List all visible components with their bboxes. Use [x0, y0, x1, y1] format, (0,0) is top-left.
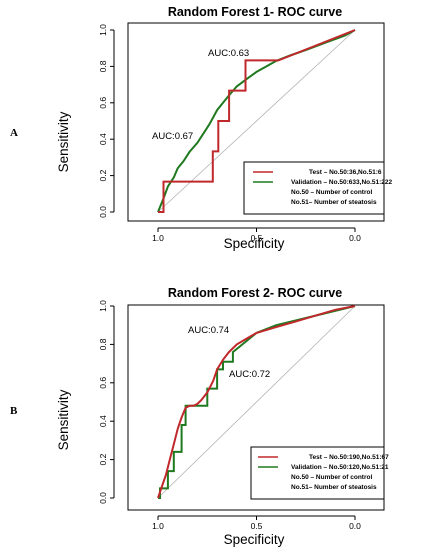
auc-annotation: AUC:0.67	[152, 131, 193, 142]
y-axis: 0.0 0.2 0.4 0.6 0.8 1.0	[98, 300, 115, 504]
y-tick-label: 1.0	[98, 24, 108, 36]
y-axis-label: Sensitivity	[56, 389, 71, 450]
legend-box	[250, 446, 385, 500]
chart-title: Random Forest 1- ROC curve	[168, 5, 342, 19]
x-axis: 1.0 0.5 0.0	[152, 515, 361, 531]
y-tick-label: 0.8	[98, 338, 108, 350]
y-axis: 0.0 0.2 0.4 0.6 0.8 1.0	[98, 24, 115, 218]
legend-note: No.51– Number of steatosis	[291, 484, 377, 491]
series-group	[157, 29, 356, 213]
y-tick-label: 0.6	[98, 377, 108, 389]
y-tick-label: 0.2	[98, 453, 108, 465]
y-tick-label: 0.8	[98, 60, 108, 72]
x-axis: 1.0 0.5 0.0	[152, 227, 361, 243]
legend: Test – No.50:190,No.51:67 Validation – N…	[250, 446, 389, 500]
legend-box	[243, 161, 385, 215]
legend-entry: Validation – No.50:120,No.51:21	[291, 464, 389, 471]
reference-diagonal	[157, 305, 356, 499]
legend-entry: Test – No.50:36,No.51:6	[309, 169, 382, 176]
legend-entry: Test – No.50:190,No.51:67	[309, 454, 389, 461]
y-tick-label: 1.0	[98, 300, 108, 312]
auc-annotation: AUC:0.72	[229, 369, 270, 380]
x-axis-label: Specificity	[224, 532, 285, 547]
x-tick-label: 1.0	[152, 233, 164, 243]
y-tick-label: 0.0	[98, 206, 108, 218]
y-axis-label: Sensitivity	[56, 111, 71, 172]
plot-frame	[127, 22, 385, 222]
chart-title: Random Forest 2- ROC curve	[168, 286, 342, 300]
y-tick-label: 0.4	[98, 415, 108, 427]
legend: Test – No.50:36,No.51:6 Validation – No.…	[243, 161, 393, 215]
y-tick-label: 0.6	[98, 97, 108, 109]
legend-note: No.50 – Number of control	[291, 189, 372, 196]
auc-annotation: AUC:0.63	[208, 48, 249, 59]
plot-frame	[127, 304, 385, 511]
roc-panel-b: Random Forest 2- ROC curve B 0.00.20.40.…	[10, 286, 389, 547]
legend-note: No.50 – Number of control	[291, 474, 372, 481]
panel-label: B	[10, 405, 18, 417]
x-axis-label: Specificity	[224, 236, 285, 251]
roc-panel-a: Random Forest 1- ROC curve A 0.00.20.40.…	[10, 5, 393, 251]
y-tick-label: 0.0	[98, 492, 108, 504]
x-tick-label: 0.5	[251, 233, 263, 243]
legend-note: No.51– Number of steatosis	[291, 199, 377, 206]
x-tick-label: 1.0	[152, 521, 164, 531]
x-tick-label: 0.0	[349, 521, 361, 531]
y-tick-label: 0.4	[98, 133, 108, 145]
auc-annotation: AUC:0.74	[188, 325, 229, 336]
panel-label: A	[10, 127, 18, 139]
validation-roc-line	[158, 305, 356, 499]
test-roc-line	[157, 305, 356, 499]
x-tick-label: 0.0	[349, 233, 361, 243]
test-roc-line	[158, 29, 356, 213]
y-tick-label: 0.2	[98, 169, 108, 181]
x-tick-label: 0.5	[251, 521, 263, 531]
series-group	[157, 305, 356, 499]
legend-entry: Validation – No.50:633,No.51:222	[291, 179, 393, 186]
